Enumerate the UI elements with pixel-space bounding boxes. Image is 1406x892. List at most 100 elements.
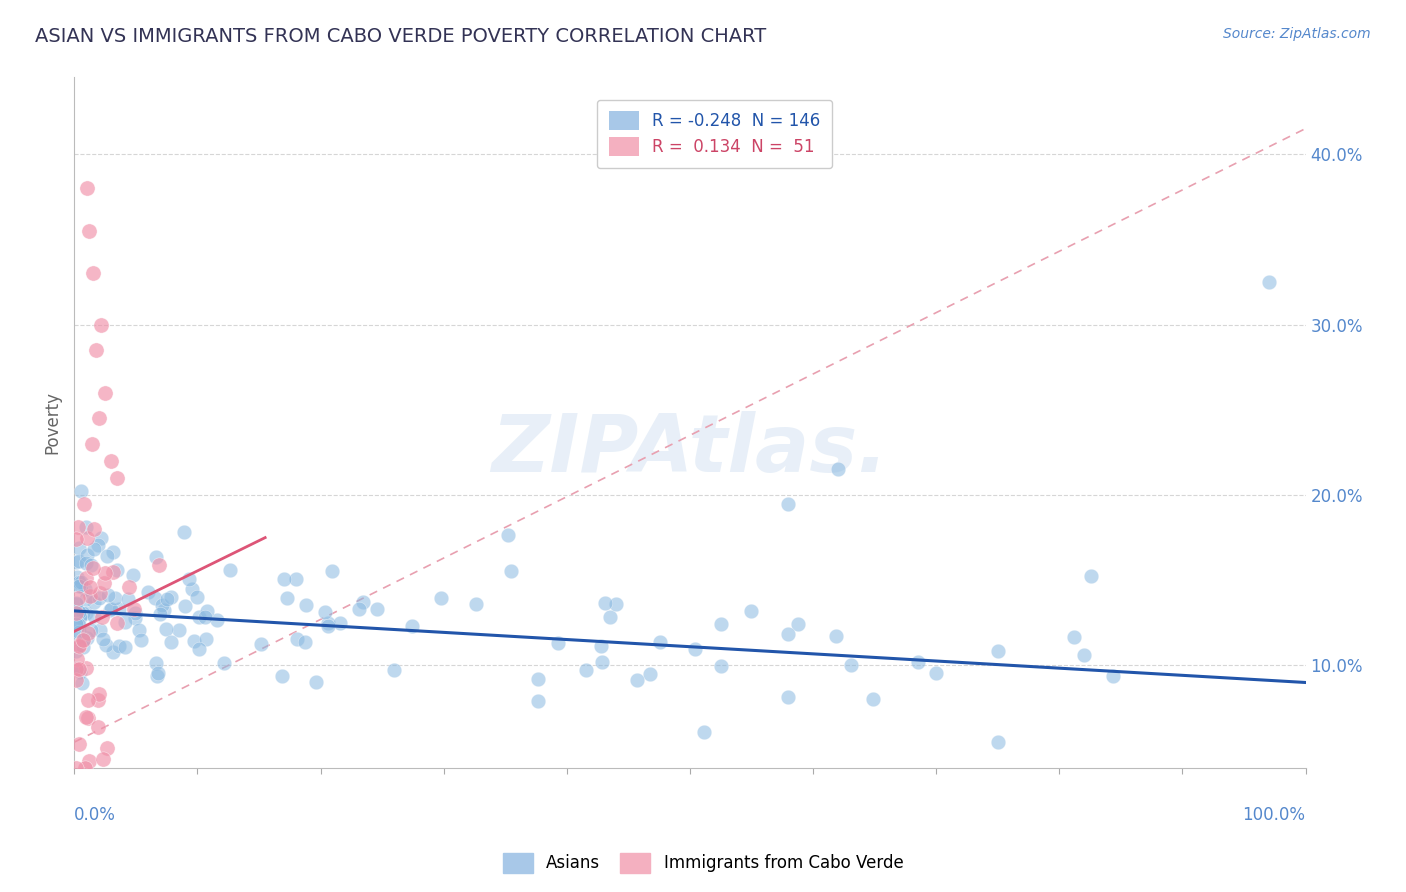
Point bbox=[638, 667, 661, 681]
Point bbox=[547, 635, 569, 649]
Point bbox=[827, 462, 849, 476]
Point bbox=[1073, 648, 1095, 662]
Point bbox=[87, 411, 110, 425]
Point bbox=[76, 531, 98, 545]
Point bbox=[108, 639, 131, 653]
Point bbox=[75, 582, 97, 597]
Point bbox=[987, 644, 1010, 658]
Point bbox=[169, 623, 191, 637]
Point bbox=[987, 735, 1010, 749]
Point bbox=[155, 622, 177, 636]
Point bbox=[146, 669, 169, 683]
Point bbox=[103, 545, 125, 559]
Point bbox=[778, 496, 800, 510]
Point bbox=[501, 564, 523, 578]
Point bbox=[101, 645, 124, 659]
Point bbox=[67, 579, 90, 593]
Text: 0.0%: 0.0% bbox=[75, 805, 117, 823]
Point bbox=[710, 617, 733, 632]
Point bbox=[77, 625, 100, 640]
Point bbox=[276, 591, 298, 606]
Point bbox=[65, 617, 87, 632]
Point bbox=[77, 224, 100, 238]
Point bbox=[316, 615, 339, 630]
Point bbox=[188, 610, 211, 624]
Point bbox=[786, 616, 808, 631]
Point bbox=[107, 471, 129, 485]
Point bbox=[93, 566, 115, 580]
Point bbox=[89, 586, 111, 600]
Point bbox=[108, 602, 131, 616]
Point bbox=[89, 623, 111, 637]
Point bbox=[122, 601, 145, 615]
Point bbox=[839, 657, 862, 672]
Point bbox=[83, 609, 105, 624]
Point bbox=[160, 591, 183, 605]
Point bbox=[776, 690, 799, 704]
Point bbox=[77, 754, 100, 768]
Point bbox=[66, 652, 89, 666]
Point bbox=[83, 542, 105, 557]
Point bbox=[195, 604, 218, 618]
Point bbox=[91, 632, 114, 647]
Point bbox=[205, 613, 228, 627]
Point bbox=[194, 632, 217, 647]
Point bbox=[75, 570, 97, 584]
Text: ASIAN VS IMMIGRANTS FROM CABO VERDE POVERTY CORRELATION CHART: ASIAN VS IMMIGRANTS FROM CABO VERDE POVE… bbox=[35, 27, 766, 45]
Point bbox=[77, 692, 100, 706]
Text: ZIPAtlas.: ZIPAtlas. bbox=[492, 411, 889, 489]
Point bbox=[65, 555, 87, 569]
Point bbox=[496, 527, 519, 541]
Point bbox=[67, 554, 90, 568]
Point bbox=[314, 605, 336, 619]
Point bbox=[173, 599, 195, 614]
Point bbox=[145, 549, 167, 564]
Point bbox=[73, 761, 96, 775]
Point bbox=[1257, 275, 1279, 289]
Point bbox=[67, 662, 90, 676]
Point bbox=[79, 623, 101, 637]
Point bbox=[65, 607, 87, 621]
Point bbox=[153, 603, 176, 617]
Point bbox=[100, 602, 122, 616]
Point bbox=[117, 592, 139, 607]
Point bbox=[129, 632, 152, 647]
Point bbox=[124, 606, 146, 620]
Point bbox=[72, 632, 94, 647]
Point bbox=[740, 604, 762, 618]
Point bbox=[219, 563, 242, 577]
Point bbox=[321, 564, 343, 578]
Point bbox=[82, 561, 104, 575]
Point bbox=[80, 558, 103, 572]
Point bbox=[80, 437, 103, 451]
Point bbox=[82, 267, 104, 281]
Point bbox=[188, 642, 211, 657]
Point bbox=[66, 520, 89, 534]
Point bbox=[65, 660, 87, 674]
Point bbox=[96, 549, 118, 563]
Point bbox=[650, 635, 672, 649]
Point bbox=[66, 570, 89, 584]
Point bbox=[925, 666, 948, 681]
Point bbox=[465, 597, 488, 611]
Point bbox=[347, 601, 370, 615]
Point bbox=[83, 595, 105, 609]
Point bbox=[589, 639, 612, 653]
Point bbox=[93, 752, 115, 766]
Point bbox=[273, 572, 295, 586]
Point bbox=[76, 631, 98, 645]
Point bbox=[776, 627, 799, 641]
Point bbox=[65, 673, 87, 687]
Text: 100.0%: 100.0% bbox=[1243, 805, 1306, 823]
Point bbox=[67, 737, 90, 751]
Point bbox=[430, 591, 453, 605]
Point bbox=[145, 656, 167, 670]
Point bbox=[693, 725, 716, 739]
Point bbox=[65, 643, 87, 657]
Point bbox=[67, 625, 90, 640]
Point bbox=[285, 632, 308, 646]
Point bbox=[75, 606, 97, 620]
Point bbox=[87, 591, 110, 606]
Point bbox=[294, 635, 316, 649]
Point bbox=[67, 639, 90, 653]
